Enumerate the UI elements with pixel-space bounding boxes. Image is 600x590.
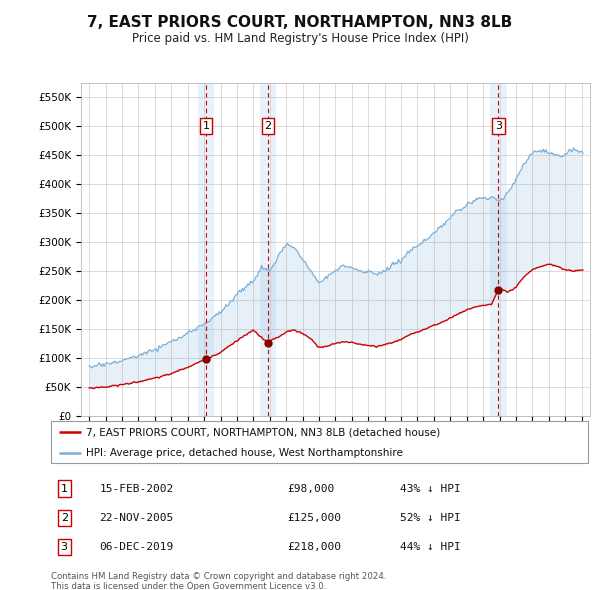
Text: 15-FEB-2002: 15-FEB-2002 xyxy=(100,484,173,493)
Text: HPI: Average price, detached house, West Northamptonshire: HPI: Average price, detached house, West… xyxy=(86,448,403,457)
Text: 43% ↓ HPI: 43% ↓ HPI xyxy=(400,484,461,493)
Bar xyxy=(260,83,277,416)
Text: 2: 2 xyxy=(265,121,272,131)
Bar xyxy=(198,83,214,416)
Text: 52% ↓ HPI: 52% ↓ HPI xyxy=(400,513,461,523)
Text: 2: 2 xyxy=(61,513,68,523)
Text: £125,000: £125,000 xyxy=(287,513,341,523)
Text: 3: 3 xyxy=(61,542,68,552)
Text: 7, EAST PRIORS COURT, NORTHAMPTON, NN3 8LB (detached house): 7, EAST PRIORS COURT, NORTHAMPTON, NN3 8… xyxy=(86,427,440,437)
Text: 7, EAST PRIORS COURT, NORTHAMPTON, NN3 8LB: 7, EAST PRIORS COURT, NORTHAMPTON, NN3 8… xyxy=(88,15,512,30)
Bar xyxy=(490,83,506,416)
Text: £218,000: £218,000 xyxy=(287,542,341,552)
FancyBboxPatch shape xyxy=(51,421,588,463)
Text: 22-NOV-2005: 22-NOV-2005 xyxy=(100,513,173,523)
Text: Contains HM Land Registry data © Crown copyright and database right 2024.: Contains HM Land Registry data © Crown c… xyxy=(51,572,386,581)
Text: 44% ↓ HPI: 44% ↓ HPI xyxy=(400,542,461,552)
Text: 1: 1 xyxy=(61,484,68,493)
Text: Price paid vs. HM Land Registry's House Price Index (HPI): Price paid vs. HM Land Registry's House … xyxy=(131,32,469,45)
Text: 06-DEC-2019: 06-DEC-2019 xyxy=(100,542,173,552)
Text: £98,000: £98,000 xyxy=(287,484,335,493)
Text: 1: 1 xyxy=(203,121,209,131)
Text: 3: 3 xyxy=(495,121,502,131)
Text: This data is licensed under the Open Government Licence v3.0.: This data is licensed under the Open Gov… xyxy=(51,582,326,590)
